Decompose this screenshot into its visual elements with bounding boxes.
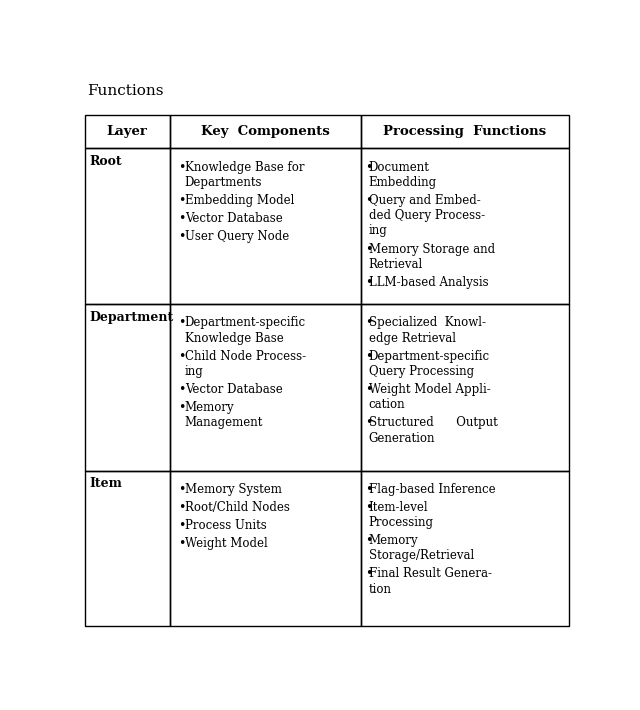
- Text: ing: ing: [369, 224, 387, 237]
- Text: Knowledge Base: Knowledge Base: [185, 332, 284, 345]
- Text: Memory System: Memory System: [185, 483, 282, 496]
- Text: •: •: [179, 383, 186, 396]
- Text: Process Units: Process Units: [185, 518, 266, 532]
- Text: •: •: [365, 160, 372, 173]
- Bar: [360, 115, 568, 148]
- Text: Weight Model: Weight Model: [185, 537, 268, 550]
- Bar: [360, 148, 568, 305]
- Text: Retrieval: Retrieval: [369, 258, 423, 271]
- Text: Generation: Generation: [369, 432, 435, 444]
- Text: Item: Item: [89, 477, 122, 490]
- Text: Query Processing: Query Processing: [369, 365, 474, 378]
- Text: •: •: [179, 160, 186, 173]
- Text: •: •: [179, 194, 186, 207]
- Text: Management: Management: [185, 417, 263, 430]
- Text: •: •: [365, 483, 372, 496]
- Text: •: •: [365, 383, 372, 396]
- Text: •: •: [365, 501, 372, 513]
- Bar: [85, 148, 170, 305]
- Text: •: •: [365, 276, 372, 289]
- Text: Weight Model Appli-: Weight Model Appli-: [369, 383, 490, 396]
- Text: Functions: Functions: [88, 84, 164, 98]
- Text: •: •: [179, 212, 186, 225]
- Text: •: •: [179, 317, 186, 329]
- Text: •: •: [365, 317, 372, 329]
- Text: Child Node Process-: Child Node Process-: [185, 350, 306, 363]
- Text: Flag-based Inference: Flag-based Inference: [369, 483, 495, 496]
- Text: Key  Components: Key Components: [201, 126, 330, 138]
- Bar: [170, 305, 360, 471]
- Text: Department: Department: [89, 311, 173, 324]
- Text: Memory: Memory: [185, 401, 234, 414]
- Text: •: •: [179, 537, 186, 550]
- Bar: [170, 471, 360, 626]
- Text: Departments: Departments: [185, 176, 262, 189]
- Text: Storage/Retrieval: Storage/Retrieval: [369, 550, 474, 562]
- Text: •: •: [365, 534, 372, 547]
- Bar: [170, 148, 360, 305]
- Text: Embedding Model: Embedding Model: [185, 194, 294, 207]
- Text: Item-level: Item-level: [369, 501, 428, 513]
- Text: Knowledge Base for: Knowledge Base for: [185, 160, 304, 173]
- Bar: [85, 471, 170, 626]
- Text: Final Result Genera-: Final Result Genera-: [369, 567, 492, 580]
- Bar: [170, 115, 360, 148]
- Text: edge Retrieval: edge Retrieval: [369, 332, 456, 345]
- Text: cation: cation: [369, 398, 405, 411]
- Text: Processing: Processing: [369, 516, 433, 529]
- Text: Query and Embed-: Query and Embed-: [369, 194, 480, 207]
- Text: Root: Root: [89, 155, 122, 168]
- Text: User Query Node: User Query Node: [185, 230, 289, 243]
- Text: Specialized  Knowl-: Specialized Knowl-: [369, 317, 486, 329]
- Bar: [360, 471, 568, 626]
- Text: Embedding: Embedding: [369, 176, 436, 189]
- Text: Document: Document: [369, 160, 429, 173]
- Text: •: •: [179, 350, 186, 363]
- Text: Layer: Layer: [107, 126, 148, 138]
- Bar: [85, 305, 170, 471]
- Text: LLM-based Analysis: LLM-based Analysis: [369, 276, 488, 289]
- Text: Root/Child Nodes: Root/Child Nodes: [185, 501, 290, 513]
- Text: •: •: [179, 518, 186, 532]
- Text: ded Query Process-: ded Query Process-: [369, 209, 484, 222]
- Text: •: •: [365, 243, 372, 256]
- Text: Processing  Functions: Processing Functions: [383, 126, 546, 138]
- Text: Memory: Memory: [369, 534, 418, 547]
- Text: Structured      Output: Structured Output: [369, 417, 497, 430]
- Text: Department-specific: Department-specific: [369, 350, 490, 363]
- Text: Vector Database: Vector Database: [185, 383, 282, 396]
- Text: •: •: [365, 417, 372, 430]
- Text: Memory Storage and: Memory Storage and: [369, 243, 495, 256]
- Bar: [85, 115, 170, 148]
- Text: tion: tion: [369, 583, 392, 596]
- Text: Vector Database: Vector Database: [185, 212, 282, 225]
- Bar: [360, 305, 568, 471]
- Text: •: •: [179, 401, 186, 414]
- Text: •: •: [365, 350, 372, 363]
- Text: •: •: [179, 230, 186, 243]
- Text: •: •: [365, 194, 372, 207]
- Text: Department-specific: Department-specific: [185, 317, 306, 329]
- Text: •: •: [179, 483, 186, 496]
- Text: ing: ing: [185, 365, 204, 378]
- Text: •: •: [179, 501, 186, 513]
- Text: •: •: [365, 567, 372, 580]
